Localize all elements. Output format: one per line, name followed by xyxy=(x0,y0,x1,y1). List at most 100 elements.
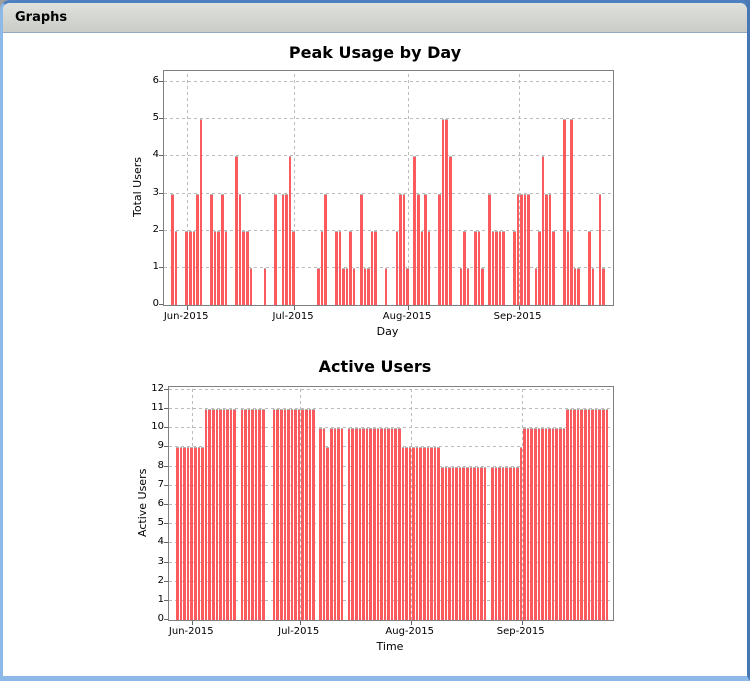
bar xyxy=(254,409,258,620)
bar-slot xyxy=(279,387,284,620)
bar xyxy=(523,428,526,620)
bar-slot xyxy=(281,71,286,305)
bar xyxy=(415,447,419,620)
bar-slot xyxy=(171,71,175,305)
bar xyxy=(469,466,473,620)
y-tick-label: 9 xyxy=(157,440,164,452)
y-tick-mark xyxy=(164,503,168,505)
bar xyxy=(395,230,399,305)
x-tick-mark xyxy=(192,621,194,625)
bar-slot xyxy=(576,387,581,620)
y-gridline xyxy=(164,192,613,194)
bar xyxy=(551,428,555,620)
bar xyxy=(211,409,215,620)
bar-slot xyxy=(459,71,464,305)
bar xyxy=(605,409,609,620)
bar-slot xyxy=(352,71,357,305)
plot-area xyxy=(164,386,614,625)
bar xyxy=(438,193,441,305)
bar xyxy=(372,428,376,620)
title-bar[interactable]: Graphs xyxy=(3,3,747,33)
bar xyxy=(333,428,337,620)
bar xyxy=(420,230,424,305)
bar-slot xyxy=(591,387,595,620)
bar-slot xyxy=(433,387,438,620)
bar-slot xyxy=(541,71,546,305)
bar xyxy=(222,409,226,620)
bar-slot xyxy=(262,387,266,620)
bar-slot xyxy=(523,387,527,620)
bar-slot xyxy=(249,71,254,305)
bar xyxy=(394,428,397,620)
bar-slot xyxy=(530,387,534,620)
bar-slot xyxy=(516,387,520,620)
bar-slot xyxy=(365,387,370,620)
y-tick-mark xyxy=(164,484,168,486)
bar xyxy=(601,409,605,620)
bar-slot xyxy=(498,71,503,305)
y-tick-mark xyxy=(159,80,163,82)
bar-slot xyxy=(370,71,375,305)
bar-slot xyxy=(398,387,402,620)
bar-slot xyxy=(363,71,368,305)
bar-slot xyxy=(449,71,453,305)
bar-slot xyxy=(498,387,502,620)
bar xyxy=(399,193,402,305)
bar-slot xyxy=(372,387,377,620)
bar xyxy=(185,230,188,305)
bar xyxy=(584,409,587,620)
bar-slot xyxy=(408,387,413,620)
y-gridline xyxy=(169,388,613,390)
bar-slot xyxy=(426,387,431,620)
bar xyxy=(413,156,416,305)
bar-slot xyxy=(415,387,420,620)
bar xyxy=(437,447,440,620)
y-tick-mark xyxy=(164,619,168,620)
bar xyxy=(530,428,533,620)
bar-slot xyxy=(419,387,423,620)
y-tick-mark xyxy=(159,266,163,268)
bar-slot xyxy=(601,387,606,620)
bar-slot xyxy=(563,71,567,305)
bar xyxy=(283,409,287,620)
y-tick-mark xyxy=(159,155,163,157)
bar xyxy=(444,466,448,620)
bar-slot xyxy=(380,387,384,620)
bar-slot xyxy=(272,387,277,620)
bar-slot xyxy=(505,387,509,620)
bar-slot xyxy=(199,71,204,305)
bar xyxy=(301,409,304,620)
bar xyxy=(587,230,591,305)
bar-slot xyxy=(513,71,517,305)
bar xyxy=(242,230,245,305)
bar-slot xyxy=(222,387,227,620)
bar xyxy=(208,409,211,620)
bar-slot xyxy=(186,387,191,620)
bar-slot xyxy=(424,71,428,305)
bar-slot xyxy=(376,387,381,620)
bar-slot xyxy=(440,387,445,620)
x-tick-label: Aug-2015 xyxy=(382,311,432,322)
bar-slot xyxy=(458,387,463,620)
bar-slot xyxy=(342,71,346,305)
bar-slot xyxy=(491,387,495,620)
bar-slot xyxy=(569,387,574,620)
bar-slot xyxy=(455,387,459,620)
bar-slot xyxy=(213,71,218,305)
bar xyxy=(566,409,569,620)
bar-slot xyxy=(201,387,205,620)
bar xyxy=(358,428,362,620)
bar-slot xyxy=(551,387,556,620)
bar xyxy=(538,230,541,305)
bar xyxy=(427,230,431,305)
bar-slot xyxy=(462,387,466,620)
bar xyxy=(462,466,465,620)
bar-slot xyxy=(245,71,250,305)
bar xyxy=(355,428,358,620)
bar xyxy=(566,230,570,305)
bar-slot xyxy=(544,387,549,620)
bar-slot xyxy=(545,71,549,305)
bar xyxy=(491,230,495,305)
bar xyxy=(569,409,573,620)
bar xyxy=(188,230,192,305)
